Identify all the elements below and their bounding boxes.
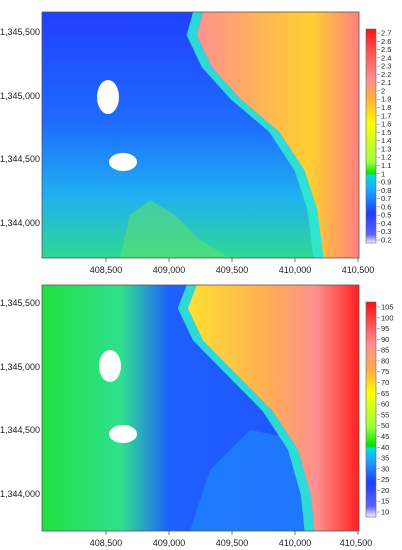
colorbar-tick-label: 0.8 xyxy=(381,186,391,195)
colorbar-tick-label: 35 xyxy=(381,454,389,463)
colorbar-tick-label: 2.4 xyxy=(381,53,391,62)
x-tick-label: 410,500 xyxy=(342,265,375,275)
colorbar-tick-label: 105 xyxy=(381,303,394,312)
colorbar-tick-label: 85 xyxy=(381,346,389,355)
panel-bottom: 408,500 409,000 409,500 410,000 410,500 … xyxy=(0,284,394,548)
colorbar-tick-label: 2.6 xyxy=(381,37,391,46)
colorbar-tick-label: 2.7 xyxy=(381,29,391,38)
x-tick-label: 409,500 xyxy=(216,265,249,275)
colorbar-ramp-top xyxy=(365,28,377,244)
x-tick-label: 410,000 xyxy=(279,538,312,548)
colorbar-tick-label: 1.3 xyxy=(381,144,391,153)
colorbar-tick-label: 15 xyxy=(381,497,389,506)
x-tick-label: 409,000 xyxy=(153,265,186,275)
colorbar-tick-label: 20 xyxy=(381,486,389,495)
plot-frame-bottom xyxy=(41,284,360,532)
colorbar-tick-label: 1.6 xyxy=(381,120,391,129)
colorbar-tick-label: 2.3 xyxy=(381,62,391,71)
colorbar-tick-label: 100 xyxy=(381,313,394,322)
colorbar-tick-label: 30 xyxy=(381,464,389,473)
colorbar-tick-label: 0.6 xyxy=(381,202,391,211)
y-tick-label: 1,345,000 xyxy=(0,362,40,372)
colorbar-tick-label: 95 xyxy=(381,324,389,333)
colorbar-tick-label: 25 xyxy=(381,475,389,484)
eastern-high-zone-top xyxy=(196,12,359,258)
colorbar-tick-label: 55 xyxy=(381,410,389,419)
colorbar-tick-label: 2.5 xyxy=(381,45,391,54)
y-axis-top: 1,345,500 1,345,000 1,344,500 1,344,000 xyxy=(0,27,40,228)
colorbar-tick-label: 0.3 xyxy=(381,227,391,236)
colorbar-labels-top: 2.72.62.52.42.32.22.121.91.81.71.61.51.4… xyxy=(377,29,391,245)
x-tick-label: 408,500 xyxy=(90,538,123,548)
colorbar-tick-label: 1.8 xyxy=(381,103,391,112)
panel-top: 408,500 409,000 409,500 410,000 410,500 … xyxy=(0,11,391,275)
y-tick-label: 1,344,500 xyxy=(0,154,40,164)
colorbar-tick-label: 2 xyxy=(381,86,385,95)
colorbar-tick-label: 75 xyxy=(381,367,389,376)
colorbar-tick-label: 1.9 xyxy=(381,95,391,104)
colorbar-tick-label: 80 xyxy=(381,356,389,365)
y-tick-label: 1,345,500 xyxy=(0,27,40,37)
colorbar-tick-label: 65 xyxy=(381,389,389,398)
colorbar-tick-label: 90 xyxy=(381,335,389,344)
y-tick-label: 1,344,000 xyxy=(0,489,40,499)
colorbar-tick-label: 1.2 xyxy=(381,153,391,162)
x-axis-bottom: 408,500 409,000 409,500 410,000 410,500 xyxy=(90,531,373,548)
colorbar-tick-label: 1.5 xyxy=(381,128,391,137)
x-axis-top: 408,500 409,000 409,500 410,000 410,500 xyxy=(90,258,375,275)
x-tick-label: 408,500 xyxy=(90,265,123,275)
colorbar-tick-label: 10 xyxy=(381,508,389,517)
colorbar-top: 2.72.62.52.42.32.22.121.91.81.71.61.51.4… xyxy=(365,28,391,245)
colorbar-tick-label: 0.4 xyxy=(381,219,391,228)
plot-area-top xyxy=(41,11,360,259)
colorbar-tick-label: 2.2 xyxy=(381,70,391,79)
colorbar-tick-label: 0.2 xyxy=(381,236,391,245)
southwest-green-zone-top xyxy=(120,200,230,258)
y-axis-bottom: 1,345,500 1,345,000 1,344,500 1,344,000 xyxy=(0,298,40,499)
x-tick-label: 410,500 xyxy=(340,538,373,548)
island-2-bottom xyxy=(109,425,137,443)
colorbar-tick-label: 60 xyxy=(381,400,389,409)
colorbar-tick-label: 1 xyxy=(381,169,385,178)
y-tick-label: 1,344,500 xyxy=(0,425,40,435)
colorbar-tick-label: 40 xyxy=(381,443,389,452)
colorbar-tick-label: 2.1 xyxy=(381,78,391,87)
colorbar-tick-label: 1.7 xyxy=(381,111,391,120)
island-1-top xyxy=(97,80,119,114)
colorbar-tick-label: 1.4 xyxy=(381,136,391,145)
colorbar-ramp-bottom xyxy=(365,301,377,518)
y-tick-label: 1,344,000 xyxy=(0,218,40,228)
island-1-bottom xyxy=(99,350,121,382)
eastern-high-zone-bottom xyxy=(187,285,359,531)
colorbar-tick-label: 50 xyxy=(381,421,389,430)
colorbar-tick-label: 0.9 xyxy=(381,178,391,187)
colorbar-tick-label: 0.7 xyxy=(381,194,391,203)
x-tick-label: 409,500 xyxy=(216,538,249,548)
x-tick-label: 409,000 xyxy=(153,538,186,548)
plot-area-bottom xyxy=(41,284,360,532)
x-tick-label: 410,000 xyxy=(279,265,312,275)
plot-frame-top xyxy=(41,11,360,259)
y-tick-label: 1,345,000 xyxy=(0,91,40,101)
island-2-top xyxy=(109,153,137,171)
colorbar-tick-label: 1.1 xyxy=(381,161,391,170)
y-tick-label: 1,345,500 xyxy=(0,298,40,308)
colorbar-tick-label: 45 xyxy=(381,432,389,441)
colorbar-tick-label: 0.5 xyxy=(381,211,391,220)
colorbar-tick-label: 70 xyxy=(381,378,389,387)
